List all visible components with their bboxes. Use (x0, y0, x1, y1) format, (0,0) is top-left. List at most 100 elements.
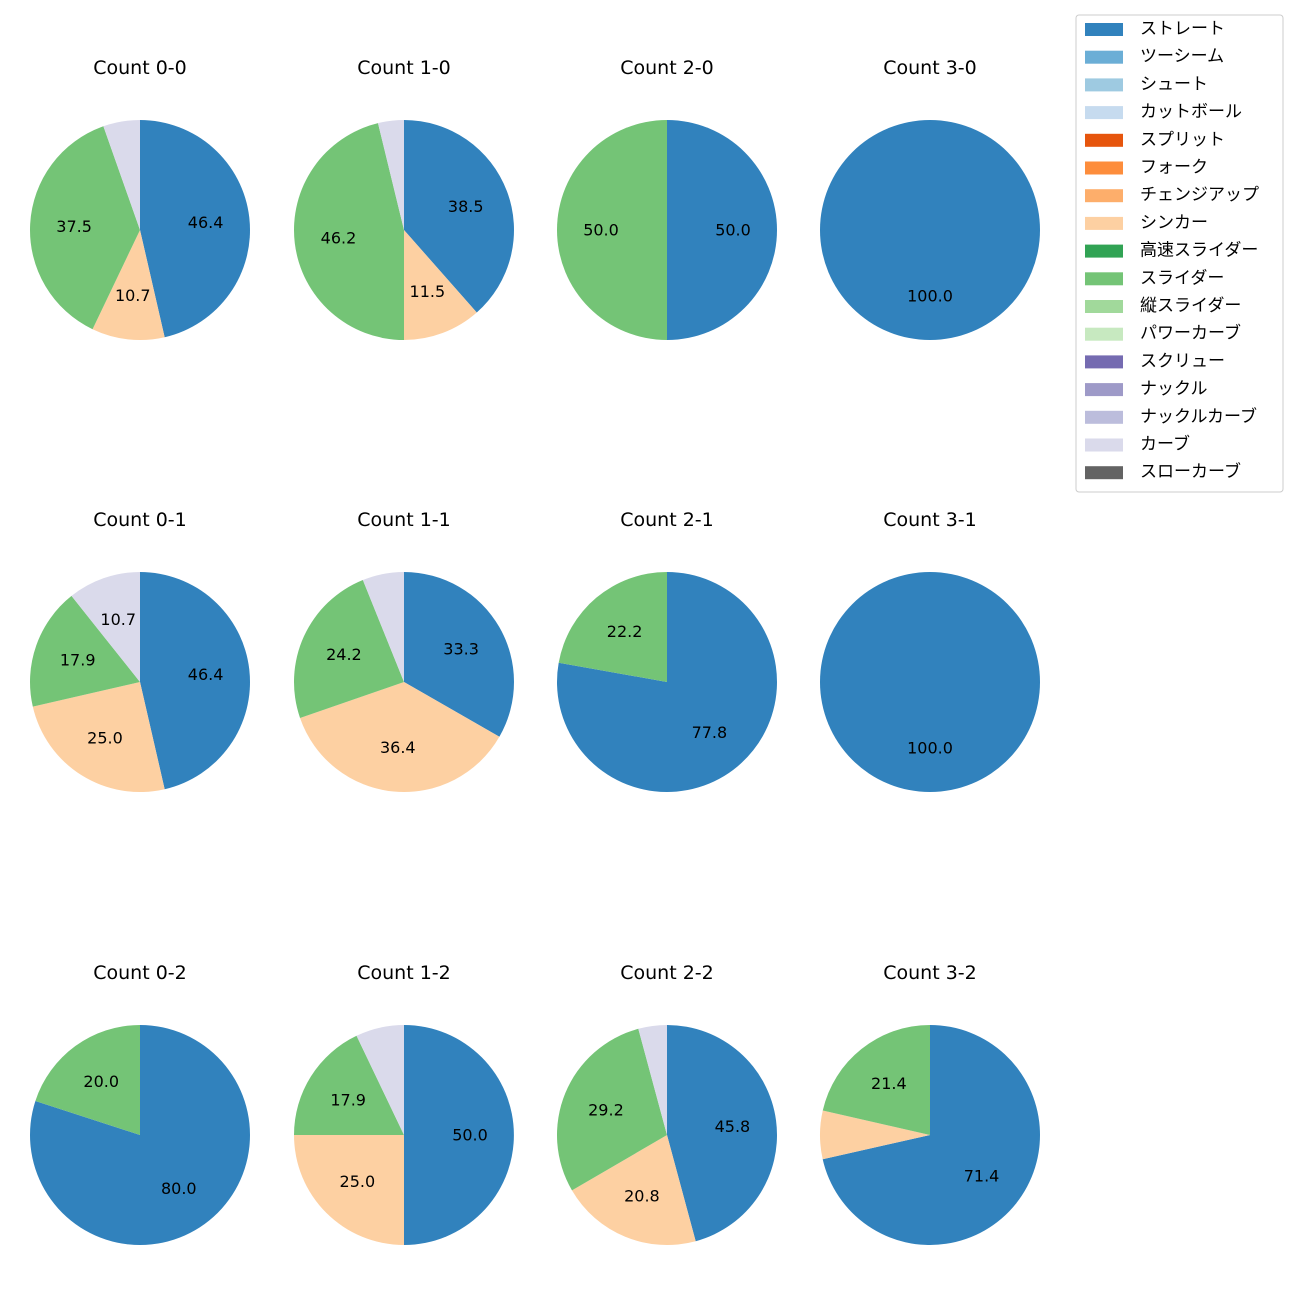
slice-value-label: 25.0 (87, 728, 123, 747)
pie-slice (822, 1025, 930, 1135)
pie-slice (820, 572, 1040, 792)
pie-title: Count 1-0 (357, 57, 451, 79)
pie-chart: 100.0 Count 3-0 (820, 57, 1040, 340)
pie-chart: 71.4 21.4 Count 3-2 (820, 962, 1040, 1245)
legend-swatch (1085, 23, 1123, 36)
pie-slice (356, 1025, 404, 1135)
legend-swatch (1085, 216, 1123, 230)
pie-slice (667, 120, 777, 340)
legend-label: ストレート (1140, 19, 1225, 39)
legend-entry: スクリュー (1085, 351, 1225, 371)
legend-entry: チェンジアップ (1085, 185, 1259, 205)
slice-value-label: 22.2 (607, 622, 643, 641)
slice-value-label: 17.9 (330, 1090, 366, 1109)
pie-slice (822, 1025, 1040, 1245)
legend-swatch (1085, 438, 1123, 452)
pie-slice (404, 572, 514, 737)
slice-value-label: 50.0 (583, 221, 619, 240)
pie-slice (294, 579, 404, 718)
legend-swatch (1085, 300, 1123, 313)
legend-entry: シュート (1085, 74, 1208, 94)
pie-chart: 100.0 Count 3-1 (820, 509, 1040, 792)
pie-slice (557, 120, 667, 340)
slice-value-label: 50.0 (715, 221, 751, 240)
pie-title: Count 3-1 (883, 509, 977, 531)
legend-swatch (1085, 161, 1123, 175)
pie-slice (92, 230, 165, 340)
legend-swatch (1085, 410, 1123, 424)
legend-label: ツーシーム (1140, 47, 1224, 67)
legend-label: ナックルカーブ (1140, 406, 1257, 427)
legend-label: チェンジアップ (1140, 185, 1259, 205)
pie-slice (404, 230, 477, 340)
legend-entry: カットボール (1085, 102, 1242, 122)
pie-chart: 38.5 11.5 46.2 Count 1-0 (293, 57, 514, 340)
legend-entry: フォーク (1085, 158, 1208, 178)
slice-value-label: 11.5 (410, 282, 446, 301)
pie-slice (30, 126, 141, 330)
slice-value-label: 71.4 (964, 1167, 1000, 1186)
legend-swatch (1085, 466, 1123, 480)
legend-entry: ストレート (1085, 19, 1225, 39)
pie-slice (29, 1025, 250, 1245)
legend-entry: ナックル (1085, 379, 1208, 399)
pie-title: Count 2-0 (620, 57, 714, 79)
pie-slice (35, 1025, 140, 1135)
legend-swatch (1085, 78, 1123, 92)
legend: ストレートツーシームシュートカットボールスプリットフォークチェンジアップシンカー… (1075, 14, 1284, 493)
pie-slice (638, 1025, 667, 1135)
legend-label: カーブ (1140, 434, 1190, 455)
legend-swatch (1085, 355, 1123, 369)
pie-slice (300, 682, 500, 792)
legend-entry: スライダー (1085, 268, 1224, 288)
pie-chart: 45.8 20.8 29.2 Count 2-2 (557, 962, 777, 1246)
slice-value-label: 50.0 (452, 1126, 488, 1145)
legend-label: スライダー (1140, 268, 1224, 288)
legend-label: スプリット (1140, 130, 1225, 150)
slice-value-label: 37.5 (56, 217, 92, 236)
pie-slice (103, 120, 140, 230)
pie-slice (140, 572, 251, 790)
legend-swatch (1085, 189, 1123, 203)
pie-title: Count 0-0 (93, 57, 187, 79)
slice-value-label: 20.0 (83, 1072, 119, 1091)
legend-entry: スプリット (1085, 130, 1225, 150)
legend-label: スローカーブ (1140, 461, 1241, 482)
legend-label: スクリュー (1140, 351, 1225, 371)
pie-chart: 50.0 25.0 17.9 Count 1-2 (294, 962, 514, 1245)
slice-value-label: 77.8 (692, 723, 728, 742)
slice-value-label: 10.7 (100, 610, 136, 629)
slice-value-label: 17.9 (60, 651, 96, 670)
slice-value-label: 46.2 (321, 228, 357, 247)
pie-title: Count 3-0 (883, 57, 977, 79)
legend-entry: 縦スライダー (1085, 296, 1241, 316)
slice-value-label: 24.2 (326, 645, 362, 664)
pie-slice (820, 120, 1040, 340)
pie-title: Count 1-1 (357, 509, 451, 531)
slice-value-label: 29.2 (588, 1100, 624, 1119)
pie-chart: 50.0 50.0 Count 2-0 (557, 57, 777, 340)
pie-title: Count 3-2 (883, 962, 977, 984)
legend-entry: カーブ (1085, 434, 1190, 455)
legend-entry: パワーカーブ (1085, 323, 1241, 344)
legend-swatch (1085, 106, 1123, 120)
pie-slice (820, 1110, 930, 1160)
legend-swatch (1085, 272, 1123, 286)
pie-slice (32, 682, 165, 792)
pie-slice (294, 1035, 404, 1135)
pie-chart: 46.4 25.0 17.9 10.7 Count 0-1 (29, 509, 251, 792)
legend-entry: シンカー (1085, 213, 1208, 233)
pie-title: Count 2-1 (620, 509, 714, 531)
pie-slice (404, 120, 514, 313)
legend-label: ナックル (1140, 379, 1208, 399)
legend-label: パワーカーブ (1140, 323, 1241, 344)
pie-slice (667, 1025, 777, 1242)
legend-label: 高速スライダー (1140, 241, 1258, 261)
slice-value-label: 38.5 (448, 197, 484, 216)
pie-slice (557, 1028, 667, 1191)
legend-swatch (1085, 133, 1123, 147)
pie-slice (362, 572, 404, 682)
legend-swatch (1085, 50, 1123, 64)
legend-entry: スローカーブ (1085, 461, 1241, 482)
